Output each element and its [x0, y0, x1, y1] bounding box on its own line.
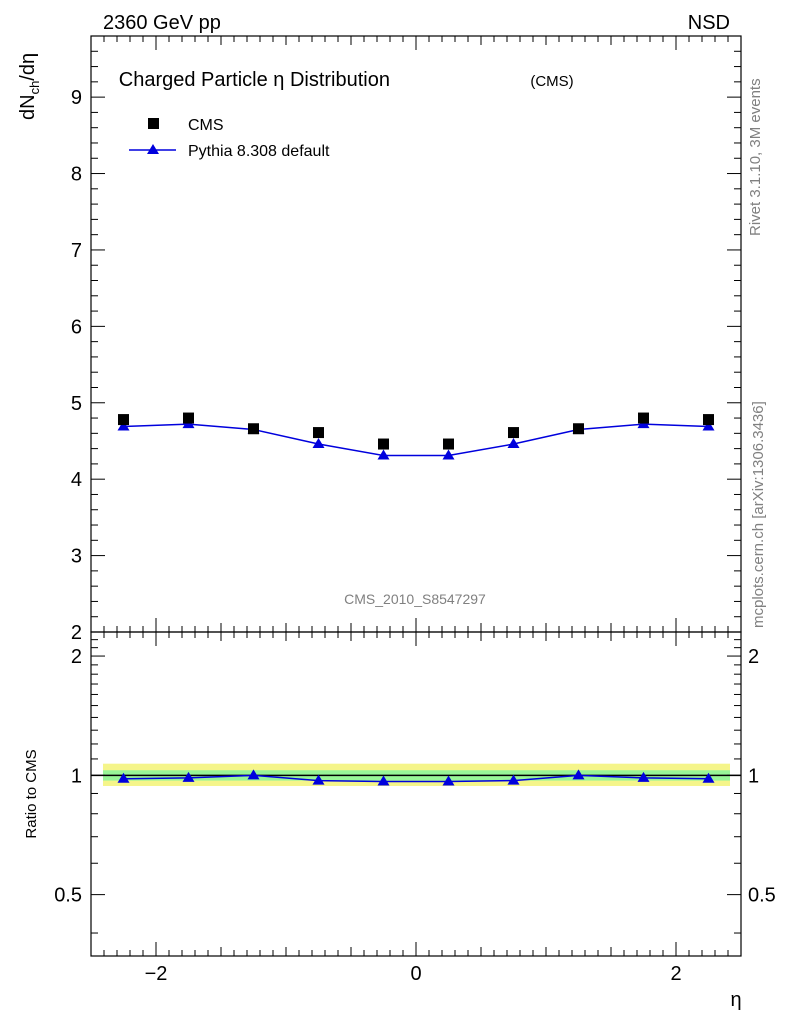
ratio-point — [247, 769, 260, 780]
cms-point — [313, 427, 324, 439]
process-label: NSD — [688, 12, 730, 34]
ratio-y-axis-label: Ratio to CMS — [23, 749, 40, 838]
pythia-point — [117, 420, 130, 431]
axis-ticks — [90, 35, 742, 956]
cms-point — [183, 412, 194, 424]
y-tick-label: 7 — [71, 240, 82, 262]
y-axis-label: dNch/dη — [17, 53, 42, 120]
y-tick-label: 2 — [71, 622, 82, 644]
x-axis-label: η — [730, 989, 741, 1011]
ratio-series — [117, 769, 715, 786]
cms-point — [703, 414, 714, 426]
ratio-tick-label-right: 1 — [748, 765, 759, 787]
ratio-point — [182, 771, 195, 782]
title-text: Charged Particle η Distribution — [119, 69, 390, 91]
ratio-uncertainty-bands — [91, 763, 741, 786]
cms-point — [443, 438, 454, 450]
main-series — [117, 412, 715, 460]
cms-point — [573, 423, 584, 435]
legend-cms-marker — [148, 118, 159, 129]
legend-pythia-marker — [147, 144, 159, 154]
title-suffix: (CMS) — [530, 73, 573, 90]
ratio-point — [312, 774, 325, 785]
pythia-point — [702, 420, 715, 431]
ratio-tick-label: 1 — [71, 765, 82, 787]
legend-cms-label: CMS — [188, 117, 224, 134]
ratio-point — [507, 774, 520, 785]
energy-label: 2360 GeV pp — [103, 12, 221, 34]
cms-point — [508, 427, 519, 439]
pythia-point — [377, 449, 390, 460]
ratio-point — [702, 772, 715, 783]
ratio-point — [442, 775, 455, 786]
cms-point — [378, 438, 389, 450]
ratio-plot-frame — [90, 631, 742, 957]
cms-point — [118, 414, 129, 426]
mcplots-label: mcplots.cern.ch [arXiv:1306.3436] — [750, 401, 767, 628]
ratio-point — [377, 775, 390, 786]
plot-title: Charged Particle η Distribution (CMS) — [119, 69, 574, 91]
pythia-point — [507, 438, 520, 449]
y-tick-label: 6 — [71, 316, 82, 338]
legend: CMS Pythia 8.308 default — [129, 117, 330, 160]
ratio-tick-label-right: 2 — [748, 646, 759, 668]
pythia-line — [123, 423, 709, 457]
legend-pythia-label: Pythia 8.308 default — [188, 143, 330, 160]
pythia-point — [442, 449, 455, 460]
ratio-tick-label: 2 — [71, 646, 82, 668]
y-tick-label: 9 — [71, 87, 82, 109]
analysis-id: CMS_2010_S8547297 — [344, 591, 486, 607]
ratio-tick-label-right: 0.5 — [748, 885, 776, 907]
x-tick-label: 2 — [670, 963, 681, 985]
cms-point — [248, 423, 259, 435]
pythia-point — [312, 438, 325, 449]
ratio-point — [572, 769, 585, 780]
x-tick-label: 0 — [410, 963, 421, 985]
ratio-line — [123, 774, 709, 783]
y-tick-label: 4 — [71, 469, 82, 491]
ratio-point — [117, 772, 130, 783]
y-tick-label: 3 — [71, 546, 82, 568]
cms-point — [638, 412, 649, 424]
y-tick-label: 8 — [71, 164, 82, 186]
ratio-tick-label: 0.5 — [54, 885, 82, 907]
y-tick-label: 5 — [71, 393, 82, 415]
svg-text:dNch/dη: dNch/dη — [17, 53, 42, 120]
ratio-point — [637, 771, 650, 782]
rivet-label: Rivet 3.1.10, 3M events — [747, 78, 764, 236]
x-tick-label: −2 — [145, 963, 168, 985]
